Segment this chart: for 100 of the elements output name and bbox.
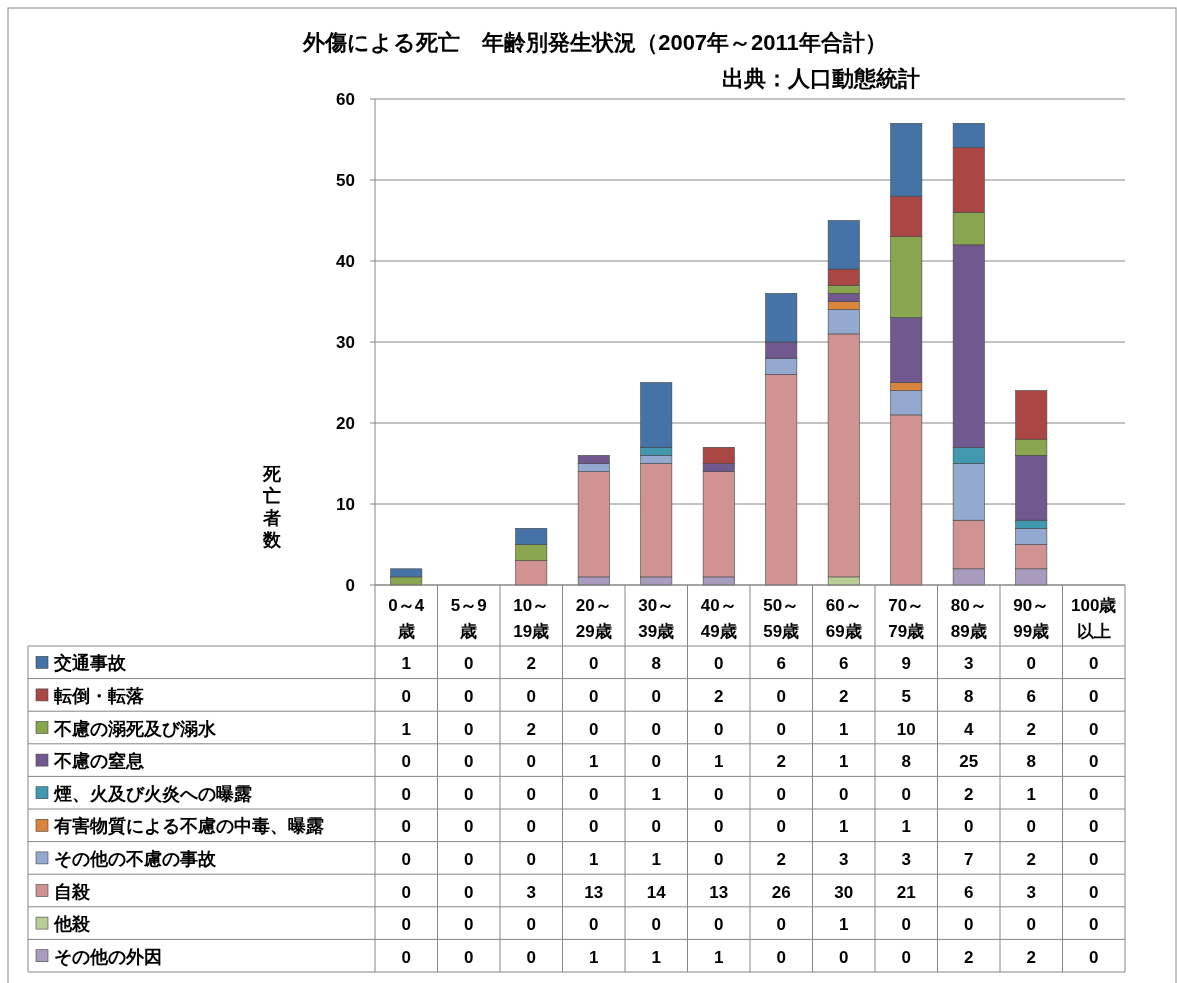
- x-tick-label: 20～29歳: [575, 596, 612, 641]
- data-label: 0: [589, 784, 599, 804]
- data-label: 0: [401, 947, 411, 967]
- data-label: 3: [526, 882, 536, 902]
- data-label: 0: [776, 915, 786, 935]
- data-label: 0: [401, 686, 411, 706]
- data-label: 2: [776, 849, 786, 869]
- data-label: 0: [526, 784, 536, 804]
- data-label: 8: [901, 752, 911, 772]
- data-label: 0: [1089, 817, 1099, 837]
- y-tick-label: 0: [345, 576, 355, 595]
- data-label: 0: [776, 817, 786, 837]
- data-label: 1: [589, 849, 599, 869]
- y-tick-label: 10: [336, 495, 355, 514]
- data-label: 1: [651, 947, 661, 967]
- data-label: 0: [1089, 752, 1099, 772]
- data-label: 7: [964, 849, 974, 869]
- data-label: 0: [714, 719, 724, 739]
- data-label: 0: [839, 784, 849, 804]
- data-label: 30: [834, 882, 854, 902]
- y-axis-title: 死亡者数: [262, 464, 282, 550]
- data-label: 0: [401, 752, 411, 772]
- data-label: 6: [964, 882, 974, 902]
- data-label: 0: [526, 849, 536, 869]
- data-label: 0: [901, 947, 911, 967]
- data-label: 2: [526, 654, 536, 674]
- data-label: 0: [1026, 915, 1036, 935]
- data-label: 0: [901, 784, 911, 804]
- data-label: 2: [526, 719, 536, 739]
- data-label: 0: [464, 752, 474, 772]
- data-label: 0: [401, 817, 411, 837]
- data-label: 0: [1089, 686, 1099, 706]
- data-label: 2: [839, 686, 849, 706]
- data-label: 0: [714, 849, 724, 869]
- data-label: 0: [464, 719, 474, 739]
- data-label: 2: [776, 752, 786, 772]
- data-label: 0: [464, 947, 474, 967]
- data-label: 0: [589, 654, 599, 674]
- data-label: 4: [964, 719, 975, 739]
- data-label: 1: [714, 752, 724, 772]
- data-label: 25: [959, 752, 979, 772]
- data-label: 5: [901, 686, 911, 706]
- data-label: 0: [589, 915, 599, 935]
- data-label: 6: [839, 654, 849, 674]
- data-label: 0: [1089, 882, 1099, 902]
- data-label: 0: [464, 654, 474, 674]
- x-tick-label: 40～49歳: [700, 596, 737, 641]
- data-label: 0: [526, 817, 536, 837]
- data-label: 0: [401, 882, 411, 902]
- data-label: 0: [901, 915, 911, 935]
- data-label: 0: [651, 752, 661, 772]
- data-label: 0: [1089, 915, 1099, 935]
- data-label: 8: [964, 686, 974, 706]
- x-tick-label: 70～79歳: [888, 596, 925, 641]
- data-label: 1: [839, 915, 849, 935]
- legend-label: その他の不慮の事故: [54, 848, 217, 869]
- x-tick-label: 60～69歳: [825, 596, 862, 641]
- data-label: 10: [896, 719, 916, 739]
- data-label: 0: [964, 817, 974, 837]
- data-label: 0: [401, 784, 411, 804]
- data-label: 0: [589, 719, 599, 739]
- data-label: 8: [1026, 752, 1036, 772]
- chart-subtitle: 出典：人口動態統計: [722, 66, 920, 91]
- data-label: 0: [1089, 849, 1099, 869]
- data-label: 3: [901, 849, 911, 869]
- data-label: 0: [526, 947, 536, 967]
- data-label: 1: [589, 752, 599, 772]
- data-label: 9: [901, 654, 911, 674]
- data-label: 6: [1026, 686, 1036, 706]
- data-label: 0: [464, 686, 474, 706]
- data-label: 1: [651, 849, 661, 869]
- chart-title: 外傷による死亡 年齢別発生状況（2007年～2011年合計）: [302, 30, 887, 55]
- data-label: 0: [526, 915, 536, 935]
- data-label: 0: [464, 882, 474, 902]
- data-label: 2: [1026, 947, 1036, 967]
- data-label: 1: [589, 947, 599, 967]
- data-label: 0: [776, 686, 786, 706]
- data-label: 0: [714, 784, 724, 804]
- x-tick-label: 0～4歳: [388, 596, 425, 641]
- data-label: 13: [584, 882, 604, 902]
- data-label: 21: [896, 882, 916, 902]
- data-label: 26: [771, 882, 791, 902]
- legend-label: 自殺: [54, 881, 91, 902]
- legend-label: 転倒・転落: [54, 685, 144, 706]
- data-label: 1: [401, 719, 411, 739]
- data-label: 0: [589, 686, 599, 706]
- data-label: 0: [401, 849, 411, 869]
- data-label: 0: [1089, 719, 1099, 739]
- y-tick-label: 60: [336, 90, 355, 109]
- data-label: 0: [526, 752, 536, 772]
- data-label: 0: [1026, 654, 1036, 674]
- data-label: 0: [401, 915, 411, 935]
- data-label: 2: [964, 947, 974, 967]
- data-label: 1: [901, 817, 911, 837]
- data-label: 0: [526, 686, 536, 706]
- data-label: 0: [1026, 817, 1036, 837]
- data-label: 3: [964, 654, 974, 674]
- data-label: 0: [651, 686, 661, 706]
- data-label: 1: [651, 784, 661, 804]
- data-label: 0: [1089, 947, 1099, 967]
